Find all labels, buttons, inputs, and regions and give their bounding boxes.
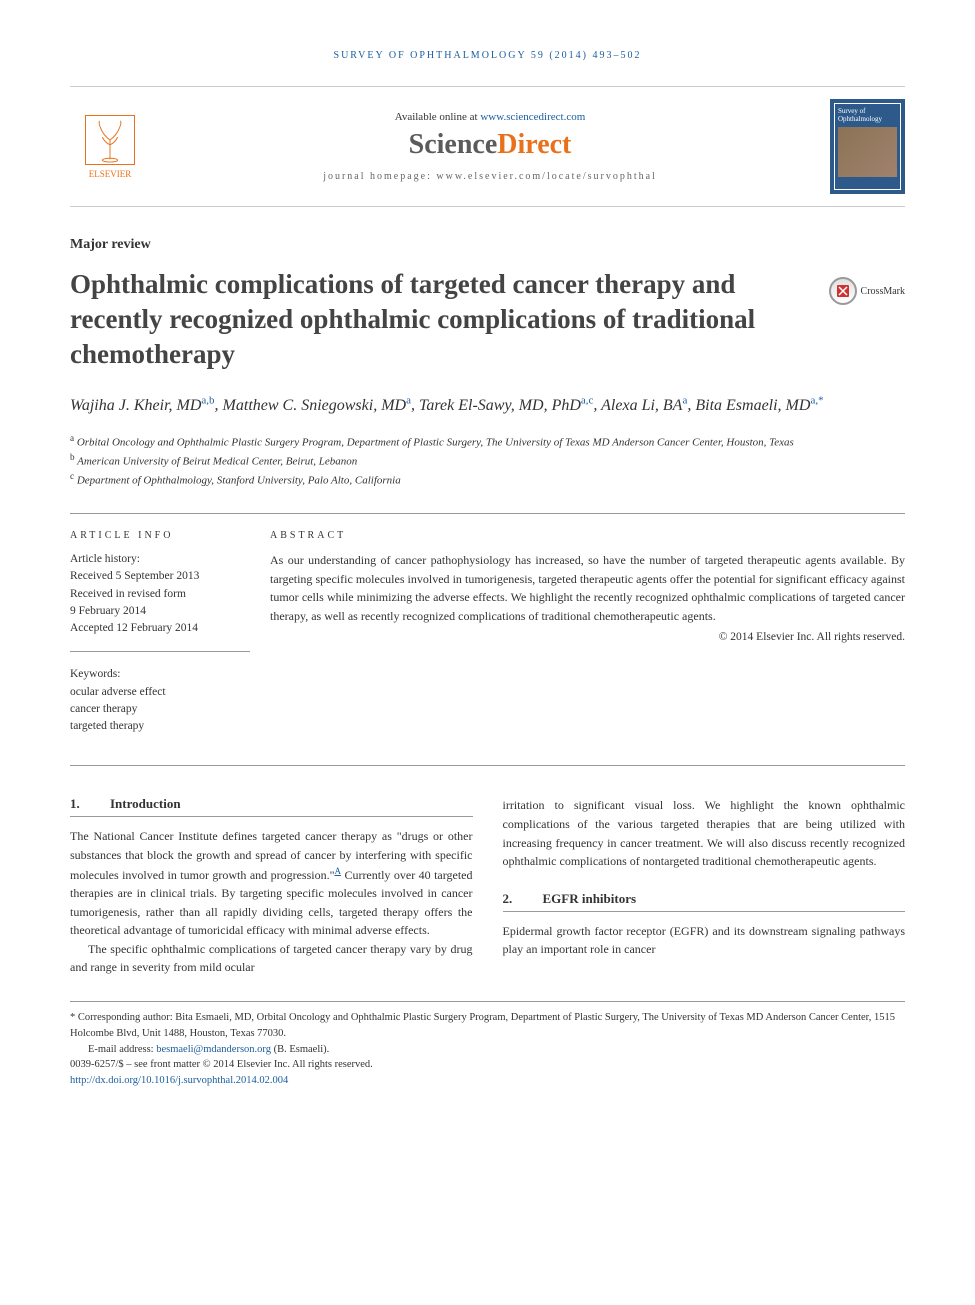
- keywords-block: Keywords: ocular adverse effect cancer t…: [70, 666, 250, 749]
- article-page: SURVEY OF OPHTHALMOLOGY 59 (2014) 493–50…: [0, 0, 975, 1119]
- history-line: 9 February 2014: [70, 603, 250, 620]
- email-note: E-mail address: besmaeli@mdanderson.org …: [70, 1042, 905, 1058]
- sciencedirect-link[interactable]: www.sciencedirect.com: [480, 111, 585, 123]
- sciencedirect-brand: ScienceDirect: [170, 129, 810, 161]
- author: Wajiha J. Kheir, MDa,b: [70, 397, 215, 414]
- abstract-column: ABSTRACT As our understanding of cancer …: [270, 530, 905, 749]
- header-center: Available online at www.sciencedirect.co…: [150, 111, 830, 182]
- publisher-name: ELSEVIER: [70, 169, 150, 179]
- author: Tarek El-Sawy, MD, PhDa,c: [419, 397, 593, 414]
- doi-link[interactable]: http://dx.doi.org/10.1016/j.survophthal.…: [70, 1075, 288, 1086]
- info-divider: [70, 651, 250, 652]
- footer-notes: * Corresponding author: Bita Esmaeli, MD…: [70, 1010, 905, 1089]
- body-text: irritation to significant visual loss. W…: [503, 796, 906, 870]
- info-abstract-panel: ARTICLE INFO Article history: Received 5…: [70, 513, 905, 766]
- history-line: Received in revised form: [70, 586, 250, 603]
- journal-cover-image: [838, 127, 897, 177]
- abstract-text: As our understanding of cancer pathophys…: [270, 551, 905, 625]
- body-column-right: irritation to significant visual loss. W…: [503, 796, 906, 977]
- elsevier-logo[interactable]: ELSEVIER: [70, 115, 150, 179]
- keyword: ocular adverse effect: [70, 684, 250, 701]
- keyword: targeted therapy: [70, 718, 250, 735]
- running-head: SURVEY OF OPHTHALMOLOGY 59 (2014) 493–50…: [70, 50, 905, 61]
- history-line: Received 5 September 2013: [70, 568, 250, 585]
- article-history-block: Article history: Received 5 September 20…: [70, 551, 250, 651]
- history-label: Article history:: [70, 551, 250, 568]
- available-online-line: Available online at www.sciencedirect.co…: [170, 111, 810, 123]
- journal-cover-thumbnail[interactable]: Survey of Ophthalmology: [830, 99, 905, 194]
- body-column-left: 1.Introduction The National Cancer Insti…: [70, 796, 473, 977]
- body-text: Epidermal growth factor receptor (EGFR) …: [503, 922, 906, 959]
- article-info-heading: ARTICLE INFO: [70, 530, 250, 541]
- corresponding-author-note: * Corresponding author: Bita Esmaeli, MD…: [70, 1010, 905, 1042]
- affiliations-list: a Orbital Oncology and Ophthalmic Plasti…: [70, 432, 905, 489]
- article-type: Major review: [70, 237, 905, 253]
- journal-cover-title: Survey of Ophthalmology: [838, 107, 897, 123]
- article-info-column: ARTICLE INFO Article history: Received 5…: [70, 530, 270, 749]
- crossmark-label: CrossMark: [861, 286, 905, 297]
- body-columns: 1.Introduction The National Cancer Insti…: [70, 796, 905, 977]
- issn-line: 0039-6257/$ – see front matter © 2014 El…: [70, 1057, 905, 1073]
- affiliation: c Department of Ophthalmology, Stanford …: [70, 470, 905, 489]
- section-heading-intro: 1.Introduction: [70, 796, 473, 817]
- footer-rule: [70, 1001, 905, 1002]
- journal-homepage-line: journal homepage: www.elsevier.com/locat…: [170, 171, 810, 182]
- journal-header-band: ELSEVIER Available online at www.science…: [70, 86, 905, 207]
- author: Matthew C. Sniegowski, MDa: [223, 397, 411, 414]
- keyword: cancer therapy: [70, 701, 250, 718]
- affiliation: b American University of Beirut Medical …: [70, 451, 905, 470]
- abstract-copyright: © 2014 Elsevier Inc. All rights reserved…: [270, 631, 905, 643]
- abstract-heading: ABSTRACT: [270, 530, 905, 541]
- section-heading-egfr: 2.EGFR inhibitors: [503, 891, 906, 912]
- body-text: The National Cancer Institute defines ta…: [70, 827, 473, 977]
- journal-homepage-link[interactable]: www.elsevier.com/locate/survophthal: [436, 171, 656, 182]
- corresponding-email-link[interactable]: besmaeli@mdanderson.org: [156, 1044, 271, 1055]
- author: Bita Esmaeli, MDa,*: [695, 397, 823, 414]
- crossmark-icon: [829, 277, 857, 305]
- keywords-label: Keywords:: [70, 666, 250, 683]
- author: Alexa Li, BAa: [601, 397, 687, 414]
- history-line: Accepted 12 February 2014: [70, 620, 250, 637]
- authors-list: Wajiha J. Kheir, MDa,b, Matthew C. Snieg…: [70, 392, 905, 417]
- affiliation: a Orbital Oncology and Ophthalmic Plasti…: [70, 432, 905, 451]
- elsevier-tree-icon: [85, 115, 135, 165]
- crossmark-widget[interactable]: CrossMark: [829, 277, 905, 305]
- title-row: Ophthalmic complications of targeted can…: [70, 267, 905, 392]
- article-title: Ophthalmic complications of targeted can…: [70, 267, 809, 372]
